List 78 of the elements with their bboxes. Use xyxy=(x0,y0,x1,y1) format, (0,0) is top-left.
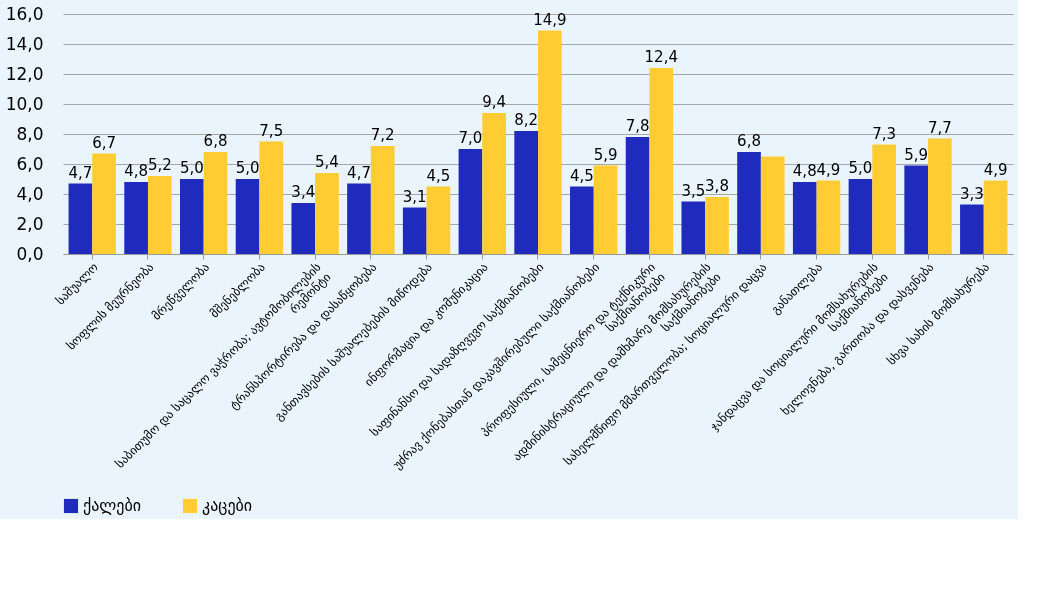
data-label: 3,4 xyxy=(291,183,316,201)
bar xyxy=(259,141,284,254)
bar xyxy=(792,182,817,254)
data-label: 4,7 xyxy=(68,163,93,182)
bar xyxy=(68,183,93,254)
y-tick-label: 2,0 xyxy=(16,213,44,234)
y-tick-label: 10,0 xyxy=(5,93,44,114)
data-label: 5,2 xyxy=(147,156,172,174)
data-label: 7,2 xyxy=(370,126,395,144)
data-label: 5,9 xyxy=(904,145,929,164)
legend-label: კაცები xyxy=(202,496,253,515)
y-tick-label: 16,0 xyxy=(5,3,44,24)
data-label: 7,7 xyxy=(927,118,952,137)
bar xyxy=(347,183,371,254)
data-label: 4,5 xyxy=(569,166,594,185)
bar xyxy=(960,204,984,254)
data-label: 6,7 xyxy=(92,133,117,152)
data-label: 5,0 xyxy=(235,159,260,177)
bar xyxy=(291,203,316,254)
data-label: 4,9 xyxy=(816,160,841,179)
bar xyxy=(872,144,896,254)
bar xyxy=(315,173,339,254)
data-label: 8,2 xyxy=(514,111,539,129)
y-tick-label: 6,0 xyxy=(16,153,44,174)
data-label: 4,8 xyxy=(124,162,149,180)
y-tick-label: 12,0 xyxy=(5,63,44,84)
data-label: 7,8 xyxy=(625,117,650,135)
data-label: 3,5 xyxy=(681,181,706,200)
legend-label: ქალები xyxy=(83,496,142,515)
data-label: 12,4 xyxy=(644,48,678,66)
data-label: 5,0 xyxy=(848,159,873,177)
y-tick-label: 0,0 xyxy=(16,243,44,264)
data-label: 3,1 xyxy=(402,187,427,206)
bar xyxy=(402,207,427,254)
bar xyxy=(92,153,116,254)
bar xyxy=(514,131,538,254)
data-label: 5,9 xyxy=(593,145,618,164)
bar xyxy=(928,138,952,254)
data-label: 7,3 xyxy=(872,124,897,143)
bar xyxy=(593,165,618,254)
data-label: 14,9 xyxy=(533,10,567,29)
data-label: 5,4 xyxy=(315,153,339,171)
data-label: 9,4 xyxy=(482,93,507,111)
data-label: 6,8 xyxy=(737,132,761,150)
data-label: 7,0 xyxy=(458,129,483,147)
bar xyxy=(625,137,650,254)
bar xyxy=(235,179,260,254)
bar xyxy=(124,182,148,254)
data-label: 5,0 xyxy=(179,159,204,177)
data-label: 4,7 xyxy=(347,163,371,182)
bar xyxy=(983,180,1008,254)
y-tick-label: 8,0 xyxy=(16,123,44,144)
data-label: 7,5 xyxy=(259,121,284,140)
data-label: 4,5 xyxy=(426,166,451,185)
bar xyxy=(482,113,506,254)
data-label: 4,9 xyxy=(983,160,1008,179)
bar xyxy=(737,152,761,254)
bar xyxy=(458,149,483,254)
y-tick-label: 14,0 xyxy=(5,33,44,54)
bar xyxy=(816,180,841,254)
y-tick-label: 4,0 xyxy=(16,183,44,204)
data-label: 3,3 xyxy=(959,184,984,203)
bar xyxy=(180,179,204,254)
bar xyxy=(203,152,228,254)
bar xyxy=(848,179,873,254)
bar xyxy=(760,156,785,254)
bar xyxy=(904,165,929,254)
data-label: 6,8 xyxy=(203,132,228,150)
bar xyxy=(147,176,172,254)
bar xyxy=(370,146,395,254)
bar xyxy=(538,30,562,254)
bar xyxy=(705,197,729,254)
bar xyxy=(649,68,674,254)
bar xyxy=(681,201,706,254)
bar xyxy=(570,186,594,254)
bar xyxy=(426,186,451,254)
data-label: 3,8 xyxy=(705,177,729,195)
data-label: 4,8 xyxy=(792,162,817,180)
